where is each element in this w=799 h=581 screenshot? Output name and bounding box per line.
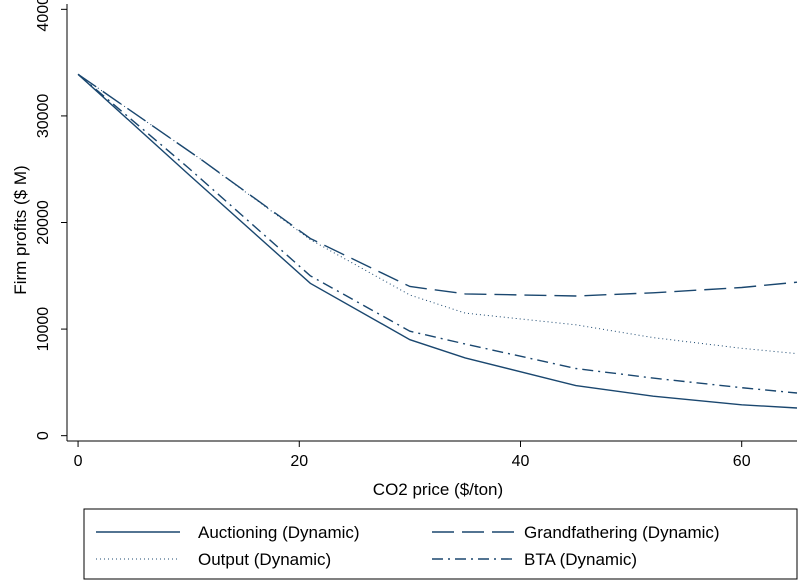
series-line — [77, 73, 798, 355]
legend-label: Output (Dynamic) — [198, 550, 331, 569]
legend-box — [83, 508, 798, 580]
legend-label: BTA (Dynamic) — [524, 550, 637, 569]
x-axis: 0 20 40 60 — [67, 440, 797, 470]
y-tick-label: 0 — [35, 431, 52, 440]
y-axis: 0 10000 20000 30000 40000 — [35, 0, 68, 441]
series-line — [77, 73, 798, 394]
legend: Auctioning (Dynamic) Grandfathering (Dyna… — [83, 508, 798, 580]
x-tick-label: 60 — [733, 453, 751, 470]
x-tick-label: 40 — [512, 453, 530, 470]
x-tick-label: 20 — [290, 453, 308, 470]
y-axis-title: Firm profits ($ M) — [11, 165, 30, 294]
series-lines — [77, 73, 798, 409]
y-tick-label: 40000 — [35, 0, 52, 32]
y-tick-label: 10000 — [35, 307, 52, 352]
series-line — [77, 73, 798, 297]
series-line — [77, 73, 798, 409]
y-tick-label: 30000 — [35, 94, 52, 139]
x-axis-title: CO2 price ($/ton) — [373, 480, 503, 499]
x-tick-label: 0 — [74, 453, 83, 470]
y-tick-label: 20000 — [35, 200, 52, 245]
legend-label: Auctioning (Dynamic) — [198, 523, 360, 542]
legend-label: Grandfathering (Dynamic) — [524, 523, 720, 542]
